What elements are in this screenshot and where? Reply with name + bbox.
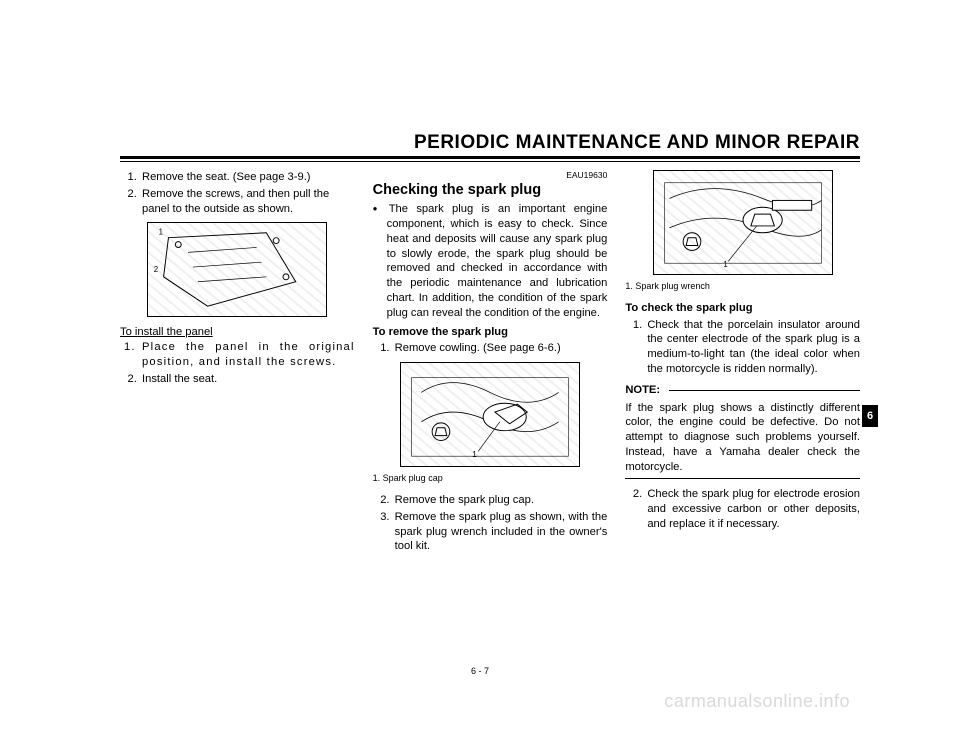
svg-text:1: 1 bbox=[472, 450, 476, 459]
content-columns: Remove the seat. (See page 3-9.) Remove … bbox=[120, 170, 860, 682]
list-item: Remove the screws, and then pull the pan… bbox=[140, 187, 355, 217]
page-header-title: PERIODIC MAINTENANCE AND MINOR REPAIR bbox=[340, 132, 860, 154]
manual-page: PERIODIC MAINTENANCE AND MINOR REPAIR 6 … bbox=[0, 0, 960, 742]
figure-panel: 1 2 bbox=[147, 222, 327, 317]
install-heading: To install the panel bbox=[120, 325, 355, 340]
col1-steps-a: Remove the seat. (See page 3-9.) Remove … bbox=[120, 170, 355, 216]
svg-text:1: 1 bbox=[723, 260, 727, 269]
list-item: Remove the spark plug cap. bbox=[393, 493, 608, 508]
svg-text:2: 2 bbox=[154, 265, 158, 274]
list-item: Check that the porcelain insulator aroun… bbox=[645, 318, 860, 377]
page-number: 6 - 7 bbox=[0, 666, 960, 676]
figure-caption: 1. Spark plug cap bbox=[373, 473, 608, 485]
svg-text:1: 1 bbox=[159, 228, 163, 237]
bullet-item: The spark plug is an important engine co… bbox=[387, 202, 608, 320]
figure-spark-plug-cap: 1 bbox=[400, 362, 580, 467]
note-block: NOTE: bbox=[625, 383, 860, 399]
section-title: Checking the spark plug bbox=[373, 181, 608, 200]
col1-install: To install the panel Place the panel in … bbox=[120, 325, 355, 386]
list-item: Install the seat. bbox=[140, 372, 355, 387]
list-item: Remove cowling. (See page 6-6.) bbox=[393, 341, 608, 356]
eau-code: EAU19630 bbox=[373, 170, 608, 181]
check-heading: To check the spark plug bbox=[625, 301, 860, 316]
chapter-tab: 6 bbox=[862, 405, 878, 427]
header-rules bbox=[120, 156, 860, 162]
watermark: carmanualsonline.info bbox=[664, 691, 850, 712]
list-item: Place the panel in the original position… bbox=[140, 340, 355, 370]
figure-caption: 1. Spark plug wrench bbox=[625, 281, 860, 293]
list-item: Check the spark plug for electrode erosi… bbox=[645, 487, 860, 531]
list-item: Remove the seat. (See page 3-9.) bbox=[140, 170, 355, 185]
remove-heading: To remove the spark plug bbox=[373, 325, 608, 340]
note-body: If the spark plug shows a distinctly dif… bbox=[625, 401, 860, 475]
list-item: Remove the spark plug as shown, with the… bbox=[393, 510, 608, 554]
figure-spark-plug-wrench: 1 bbox=[653, 170, 833, 275]
note-end-rule bbox=[625, 478, 860, 479]
note-label: NOTE: bbox=[625, 384, 660, 396]
